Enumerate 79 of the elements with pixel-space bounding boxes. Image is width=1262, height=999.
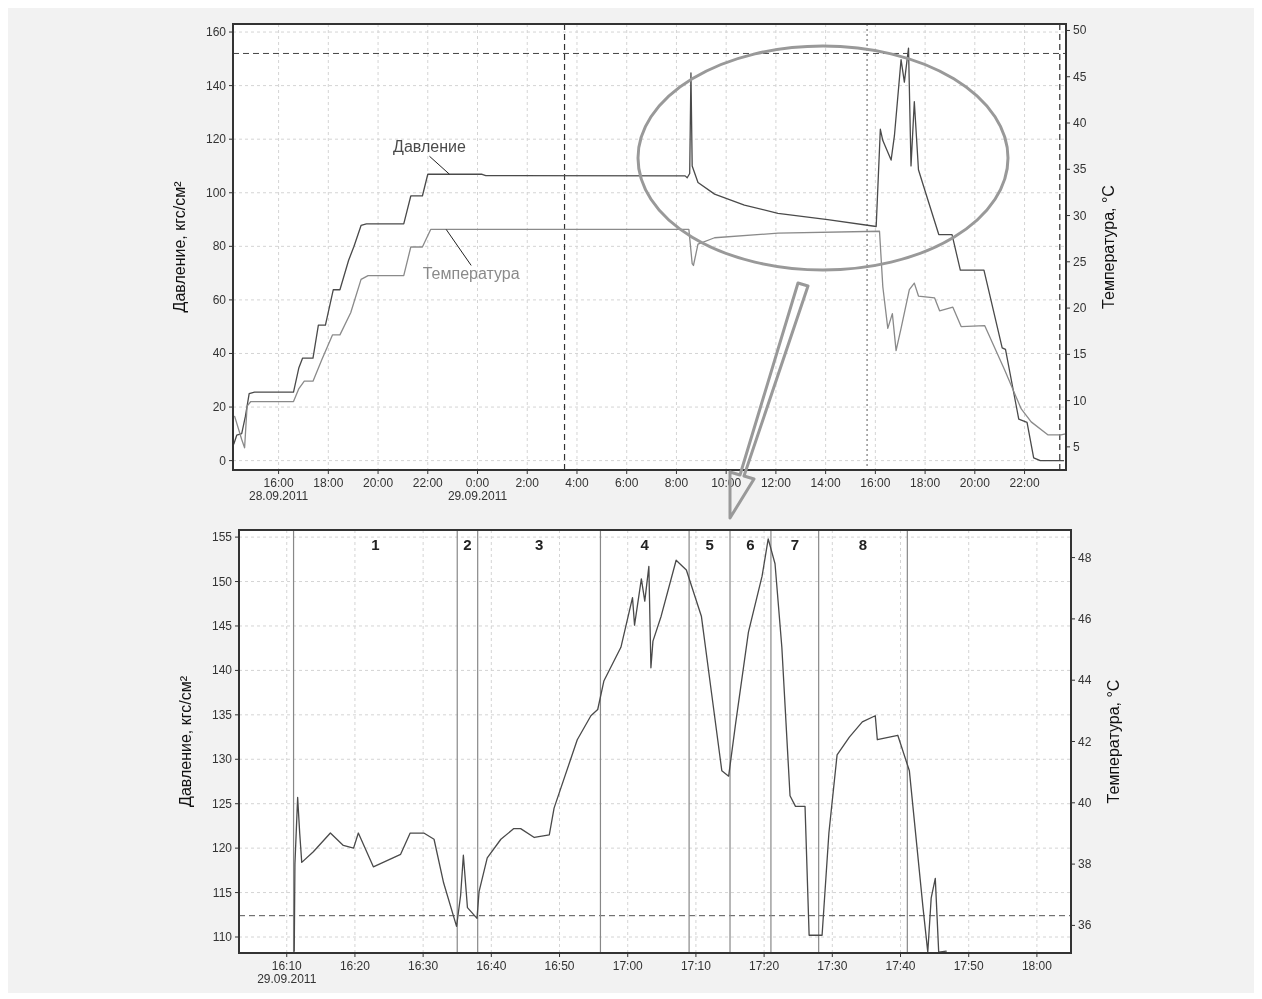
y2-tick-label: 50 [1073,23,1087,38]
x-tick-label: 18:00 [910,476,941,490]
y-tick-label: 135 [211,707,233,722]
x-tick-label: 22:00 [412,476,444,490]
x-tick-label: 12:00 [760,476,792,490]
series-label: Давление [393,138,466,156]
annotation: 1 [371,536,380,553]
annotation: 7 [790,536,799,553]
x-tick-label: 16:40 [476,959,507,973]
y-tick-label: 130 [211,752,233,767]
y-tick-label: 20 [212,400,227,415]
x-tick-label: 2:00 [515,476,540,490]
y-tick-label: 120 [211,841,233,856]
y-tick-label: 145 [211,618,233,633]
annotation: 5 [705,536,714,553]
y2-tick-label: 35 [1073,162,1087,177]
x-tick-label: 17:40 [885,959,916,973]
y2-tick-label: 44 [1078,673,1092,688]
y2-tick-label: 45 [1073,69,1087,84]
x-tick-label: 16:00 28.09.2011 [249,476,309,503]
x-tick-label: 18:00 [1021,959,1053,973]
x-tick-label: 14:00 [810,476,841,490]
y2-tick-label: 42 [1078,734,1092,749]
y2-tick-label: 25 [1073,254,1087,269]
x-tick-label: 17:50 [953,959,985,973]
y-tick-label: 0 [219,453,227,468]
x-tick-label: 16:50 [544,959,575,973]
x-tick-label: 8:00 [664,476,689,490]
y-tick-label: 140 [211,663,233,678]
x-tick-label: 20:00 [363,476,394,490]
y2-tick-label: 36 [1078,918,1092,933]
x-tick-label: 16:30 [408,959,439,973]
x-tick-label: 17:30 [817,959,848,973]
y2-tick-label: 40 [1078,795,1092,810]
y2-tick-label: 10 [1073,393,1087,408]
y-tick-label: 110 [212,930,233,944]
x-tick-label: 4:00 [565,476,589,490]
x-tick-label: 20:00 [959,476,991,490]
series-label: Температура [422,265,520,283]
y2-tick-label: 40 [1073,116,1087,131]
y-tick-label: 100 [205,185,227,200]
annotation: 2 [463,536,472,553]
x-tick-label: 0:00 29.09.2011 [447,476,508,503]
y2-axis-title: Температура, °C [1105,679,1122,804]
y-tick-label: 60 [212,292,227,307]
line-series [233,47,1065,462]
x-tick-label: 17:00 [612,959,644,973]
x-tick-label: 17:20 [749,959,780,973]
y-tick-label: 160 [205,25,227,40]
annotation: 8 [858,536,868,553]
y2-axis-title: Температура, °C [1100,185,1117,309]
y2-tick-label: 48 [1078,550,1092,565]
y2-tick-label: 15 [1073,347,1087,362]
x-tick-label: 6:00 [615,476,639,490]
y-tick-label: 125 [211,796,233,811]
line-series [234,228,1067,449]
y-tick-label: 40 [212,346,227,361]
y-tick-label: 80 [212,239,227,254]
y-tick-label: 115 [212,885,233,900]
annotation: 4 [640,536,650,553]
y-axis-title: Давление, кгс/см² [171,180,188,313]
x-tick-label: 16:20 [339,959,371,973]
x-tick-label: 16:00 [860,476,891,490]
y-tick-label: 140 [205,78,227,93]
annotation: 3 [534,536,544,553]
y2-tick-label: 20 [1073,301,1087,316]
y-axis-title: Давление, кгс/см² [177,675,194,807]
y-tick-label: 155 [211,530,233,545]
y-tick-label: 150 [211,574,233,589]
annotation: 6 [746,536,755,553]
x-tick-label: 16:10 29.09.2011 [257,959,317,986]
y2-tick-label: 5 [1073,439,1080,454]
x-tick-label: 22:00 [1009,476,1040,490]
x-tick-label: 17:10 [680,959,712,973]
x-tick-label: 18:00 [313,476,344,490]
y-tick-label: 120 [205,132,227,147]
y2-tick-label: 46 [1078,611,1092,626]
y2-tick-label: 38 [1078,857,1092,872]
y2-tick-label: 30 [1073,208,1087,223]
